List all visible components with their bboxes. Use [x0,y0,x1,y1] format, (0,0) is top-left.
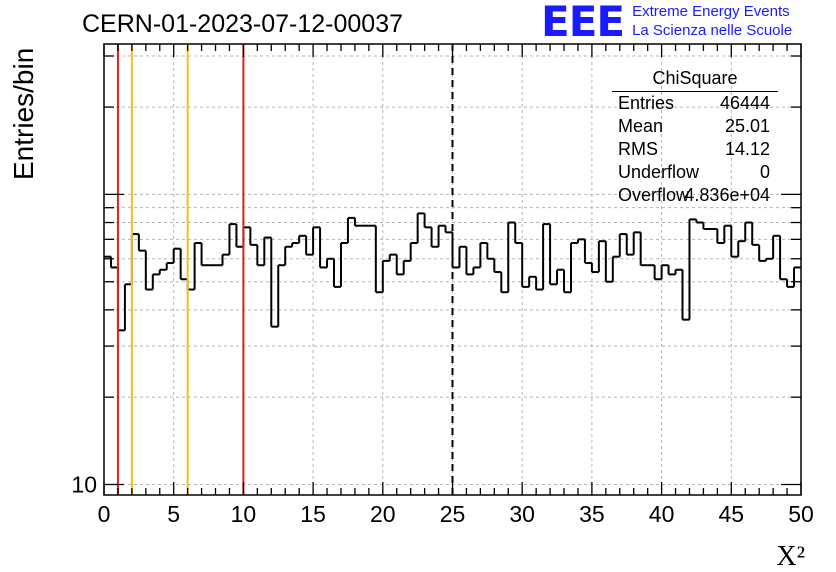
x-axis-label: X² [776,541,805,572]
stats-value: 25.01 [724,116,770,136]
reference-lines [116,44,454,495]
stats-value: 14.12 [724,139,770,159]
stats-row-rms: RMS 14.12 [618,139,770,161]
stats-value: 0 [759,162,770,182]
y-axis-label: Entries/bin [8,47,39,180]
x-tick-label: 15 [300,501,326,527]
stats-label: Underflow [618,162,700,182]
stats-value: 4.836e+04 [684,185,770,205]
logo-line-2: La Scienza nelle Scuole [632,22,793,39]
x-tick-label: 30 [509,501,535,527]
stats-row-underflow: Underflow 0 [618,162,770,184]
x-tick-label: 35 [579,501,605,527]
eee-logo: EEE Extreme Energy Events La Scienza nel… [541,0,792,46]
stats-rule [612,91,778,92]
logo-line-1: Extreme Energy Events [632,3,790,20]
stats-value: 46444 [719,93,770,113]
tick-labels: 0 5 10 15 20 25 30 35 40 45 50 10 [71,471,813,527]
x-tick-label: 40 [649,501,675,527]
x-tick-label: 5 [167,501,180,527]
stats-row-entries: Entries 46444 [618,93,770,115]
x-tick-label: 10 [231,501,257,527]
x-tick-label: 45 [719,501,745,527]
eee-logo-mark: EEE [541,0,625,46]
x-tick-label: 0 [98,501,111,527]
chart-title: CERN-01-2023-07-12-00037 [82,10,404,38]
stats-label: Mean [618,116,664,136]
tick-layer [103,44,802,495]
stats-label: Overflow [618,185,690,205]
x-tick-label: 25 [440,501,466,527]
stats-label: RMS [618,139,658,159]
y-tick-label: 10 [71,471,97,497]
eee-logo-text: Extreme Energy Events La Scienza nelle S… [632,2,792,40]
stats-label: Entries [618,93,675,113]
x-tick-label: 50 [788,501,814,527]
stats-row-mean: Mean 25.01 [618,116,770,138]
stats-row-overflow: Overflow 4.836e+04 [618,185,770,207]
x-tick-label: 20 [370,501,396,527]
stats-title: ChiSquare [652,68,738,88]
